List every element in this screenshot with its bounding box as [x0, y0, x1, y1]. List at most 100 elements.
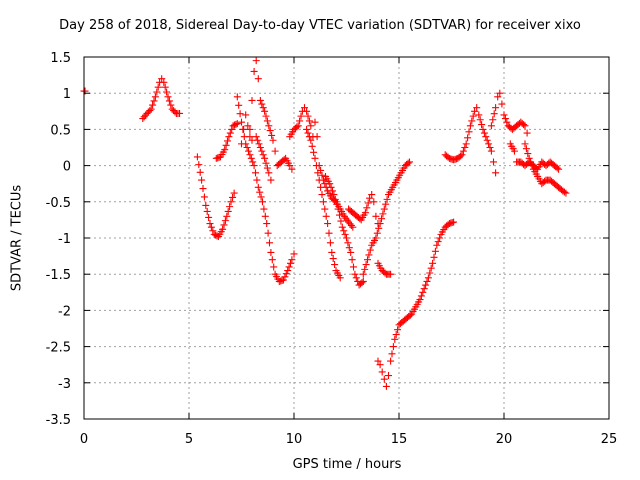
data-point	[333, 200, 341, 208]
data-point	[338, 223, 346, 231]
data-point	[361, 209, 369, 217]
data-point	[404, 159, 412, 167]
data-point	[329, 255, 337, 263]
data-point	[220, 221, 228, 229]
data-point	[523, 129, 531, 137]
data-point	[319, 176, 327, 184]
data-point	[307, 136, 315, 144]
data-series	[273, 154, 296, 173]
data-point	[376, 361, 384, 369]
data-series	[303, 125, 344, 282]
data-point	[238, 140, 245, 148]
data-point	[382, 200, 390, 208]
data-point	[297, 112, 305, 120]
data-point	[429, 259, 437, 267]
data-point	[262, 112, 270, 120]
data-point	[501, 115, 509, 123]
data-point	[468, 117, 476, 125]
data-point	[226, 129, 234, 137]
data-point	[378, 368, 386, 376]
data-point	[520, 121, 528, 129]
data-point	[256, 96, 264, 104]
data-point	[450, 218, 458, 226]
data-point	[378, 215, 385, 223]
data-series	[345, 191, 382, 228]
data-point	[282, 270, 290, 278]
data-point	[521, 140, 529, 148]
data-point	[434, 238, 442, 246]
data-point	[368, 191, 376, 199]
data-point	[288, 165, 296, 173]
data-point	[348, 256, 356, 264]
data-point	[525, 154, 533, 162]
data-point	[433, 241, 441, 249]
data-point	[420, 285, 428, 293]
data-point	[222, 141, 230, 149]
data-point	[245, 147, 252, 155]
data-point	[459, 147, 467, 155]
data-point	[492, 104, 500, 112]
data-point	[303, 107, 311, 115]
data-series	[252, 133, 275, 184]
x-tick-label: 15	[391, 432, 408, 447]
y-tick-label: 1.5	[50, 51, 71, 66]
data-point	[317, 166, 325, 174]
data-point	[479, 125, 487, 133]
data-series	[441, 104, 500, 177]
data-point	[430, 253, 438, 261]
data-point	[319, 198, 327, 206]
data-point	[330, 191, 338, 199]
data-point	[308, 142, 316, 150]
y-tick-label: -0.5	[46, 196, 71, 211]
data-point	[318, 171, 326, 179]
data-point	[380, 205, 388, 213]
data-series	[238, 111, 256, 148]
data-point	[313, 133, 321, 141]
data-point	[198, 176, 206, 184]
data-point	[233, 93, 241, 101]
data-point	[257, 193, 265, 201]
data-point	[252, 57, 260, 65]
data-point	[305, 117, 313, 125]
data-point	[363, 204, 371, 212]
data-point	[465, 128, 473, 136]
data-point	[373, 229, 381, 237]
data-point	[326, 239, 334, 247]
data-point	[370, 198, 378, 206]
grid-lines	[84, 57, 609, 419]
data-point	[280, 276, 287, 284]
data-point	[225, 133, 233, 141]
data-point	[252, 169, 259, 177]
data-point	[359, 277, 367, 285]
data-point	[344, 239, 352, 247]
data-point	[380, 375, 388, 383]
data-point	[305, 133, 313, 141]
x-tick-label: 20	[496, 432, 513, 447]
data-point	[522, 145, 530, 153]
data-point	[375, 224, 383, 232]
data-point	[259, 104, 267, 112]
data-point	[480, 129, 488, 137]
data-point	[310, 148, 318, 156]
data-point	[419, 288, 427, 296]
data-point	[265, 122, 273, 130]
data-point	[555, 165, 563, 173]
data-point	[318, 191, 326, 199]
data-point	[236, 110, 244, 118]
data-point	[163, 88, 171, 96]
data-point	[464, 134, 472, 142]
data-point	[232, 120, 240, 128]
data-point	[150, 97, 158, 105]
data-point	[382, 382, 390, 390]
data-point	[503, 118, 511, 126]
data-point	[252, 133, 260, 141]
data-series	[233, 93, 298, 285]
data-point	[457, 152, 465, 160]
data-point	[325, 229, 333, 237]
data-point	[364, 199, 372, 207]
data-point	[361, 265, 369, 273]
data-point	[230, 189, 238, 197]
x-tick-label: 10	[286, 432, 303, 447]
data-point	[376, 220, 384, 228]
data-point	[389, 343, 397, 351]
